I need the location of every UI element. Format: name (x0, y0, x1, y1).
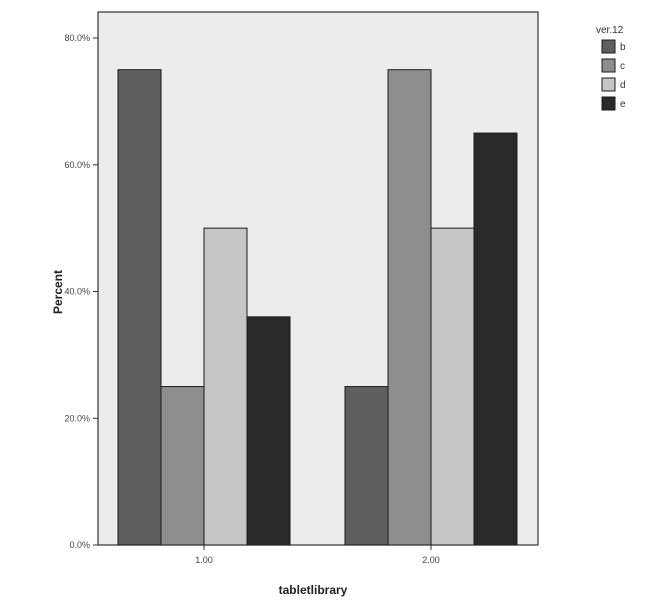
x-axis: 1.00 2.00 (195, 545, 440, 565)
bar-e-2 (473, 132, 518, 546)
legend-swatch-c (601, 58, 616, 73)
bar-c-2 (387, 69, 432, 546)
y-tick-label: 20.0% (64, 413, 90, 423)
legend-swatch-e (601, 96, 616, 111)
legend-label-b: b (620, 42, 626, 53)
bar-d-1 (203, 227, 248, 546)
y-tick-label: 60.0% (64, 160, 90, 170)
bar-b-1 (117, 69, 162, 546)
y-axis: 0.0% 20.0% 40.0% 60.0% 80.0% (64, 33, 98, 550)
legend-title: ver.12 (596, 25, 624, 36)
legend-label-e: e (620, 99, 626, 110)
x-axis-label: tabletlibrary (279, 583, 348, 597)
y-tick-label: 40.0% (64, 287, 90, 297)
bars (117, 69, 518, 546)
legend-swatch-b (601, 39, 616, 54)
y-tick-label: 0.0% (69, 540, 90, 550)
bar-b-2 (344, 386, 389, 546)
legend-label-c: c (620, 61, 625, 72)
legend-swatch-d (601, 77, 616, 92)
y-tick-label: 80.0% (64, 33, 90, 43)
x-tick-label: 1.00 (195, 555, 213, 565)
y-axis-label: Percent (51, 270, 65, 314)
bar-e-1 (246, 316, 291, 546)
x-tick-label: 2.00 (422, 555, 440, 565)
bar-d-2 (430, 227, 475, 546)
legend-label-d: d (620, 80, 626, 91)
bar-c-1 (160, 386, 205, 546)
